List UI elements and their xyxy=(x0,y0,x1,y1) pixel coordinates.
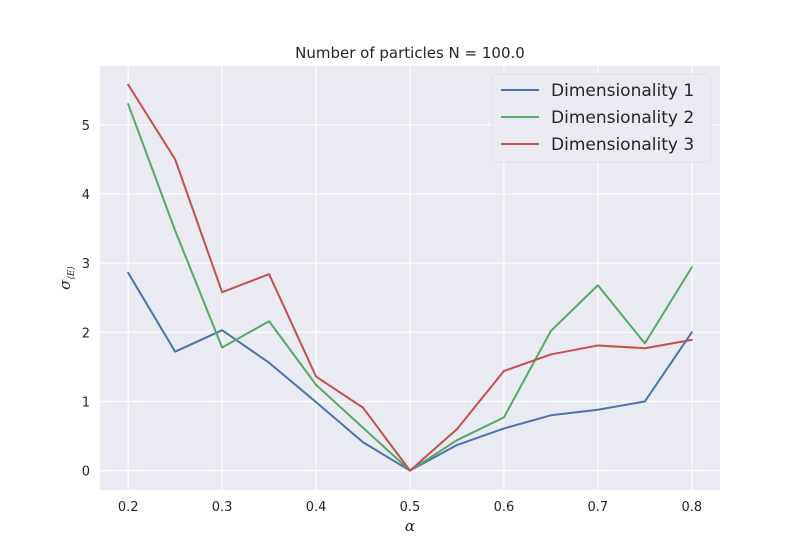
chart-title: Number of particles N = 100.0 xyxy=(295,44,525,62)
legend: Dimensionality 1 Dimensionality 2 Dimensio… xyxy=(491,73,712,163)
y-axis-label: σ xyxy=(56,279,74,290)
y-axis-label-group: σ⟨E⟩ xyxy=(56,266,77,290)
x-tick-labels: 0.2 0.3 0.4 0.5 0.6 0.7 0.8 xyxy=(118,500,702,515)
legend-box xyxy=(491,73,712,163)
x-tick-label: 0.5 xyxy=(400,500,421,515)
y-tick-label: 4 xyxy=(82,188,90,203)
y-tick-label: 5 xyxy=(82,119,90,134)
legend-label-dimensionality-2: Dimensionality 2 xyxy=(551,108,694,128)
x-tick-label: 0.7 xyxy=(588,500,609,515)
x-tick-label: 0.4 xyxy=(306,500,327,515)
legend-label-dimensionality-1: Dimensionality 1 xyxy=(551,81,694,101)
y-tick-labels: 0 1 2 3 4 5 xyxy=(82,119,90,480)
y-tick-label: 2 xyxy=(82,326,90,341)
grid xyxy=(100,66,720,490)
x-tick-label: 0.2 xyxy=(118,500,139,515)
x-axis-label: α xyxy=(405,517,415,535)
x-tick-label: 0.3 xyxy=(212,500,233,515)
y-tick-label: 3 xyxy=(82,257,90,272)
series-lines xyxy=(127,83,693,472)
svg-text:σ⟨E⟩: σ⟨E⟩ xyxy=(56,266,77,290)
y-tick-label: 0 xyxy=(82,465,90,480)
y-tick-label: 1 xyxy=(82,395,90,410)
x-tick-label: 0.6 xyxy=(494,500,515,515)
x-tick-label: 0.8 xyxy=(681,500,702,515)
legend-label-dimensionality-3: Dimensionality 3 xyxy=(551,135,694,155)
series-line-dimensionality-3 xyxy=(127,83,693,472)
y-axis-label-subscript: ⟨E⟩ xyxy=(67,266,77,280)
